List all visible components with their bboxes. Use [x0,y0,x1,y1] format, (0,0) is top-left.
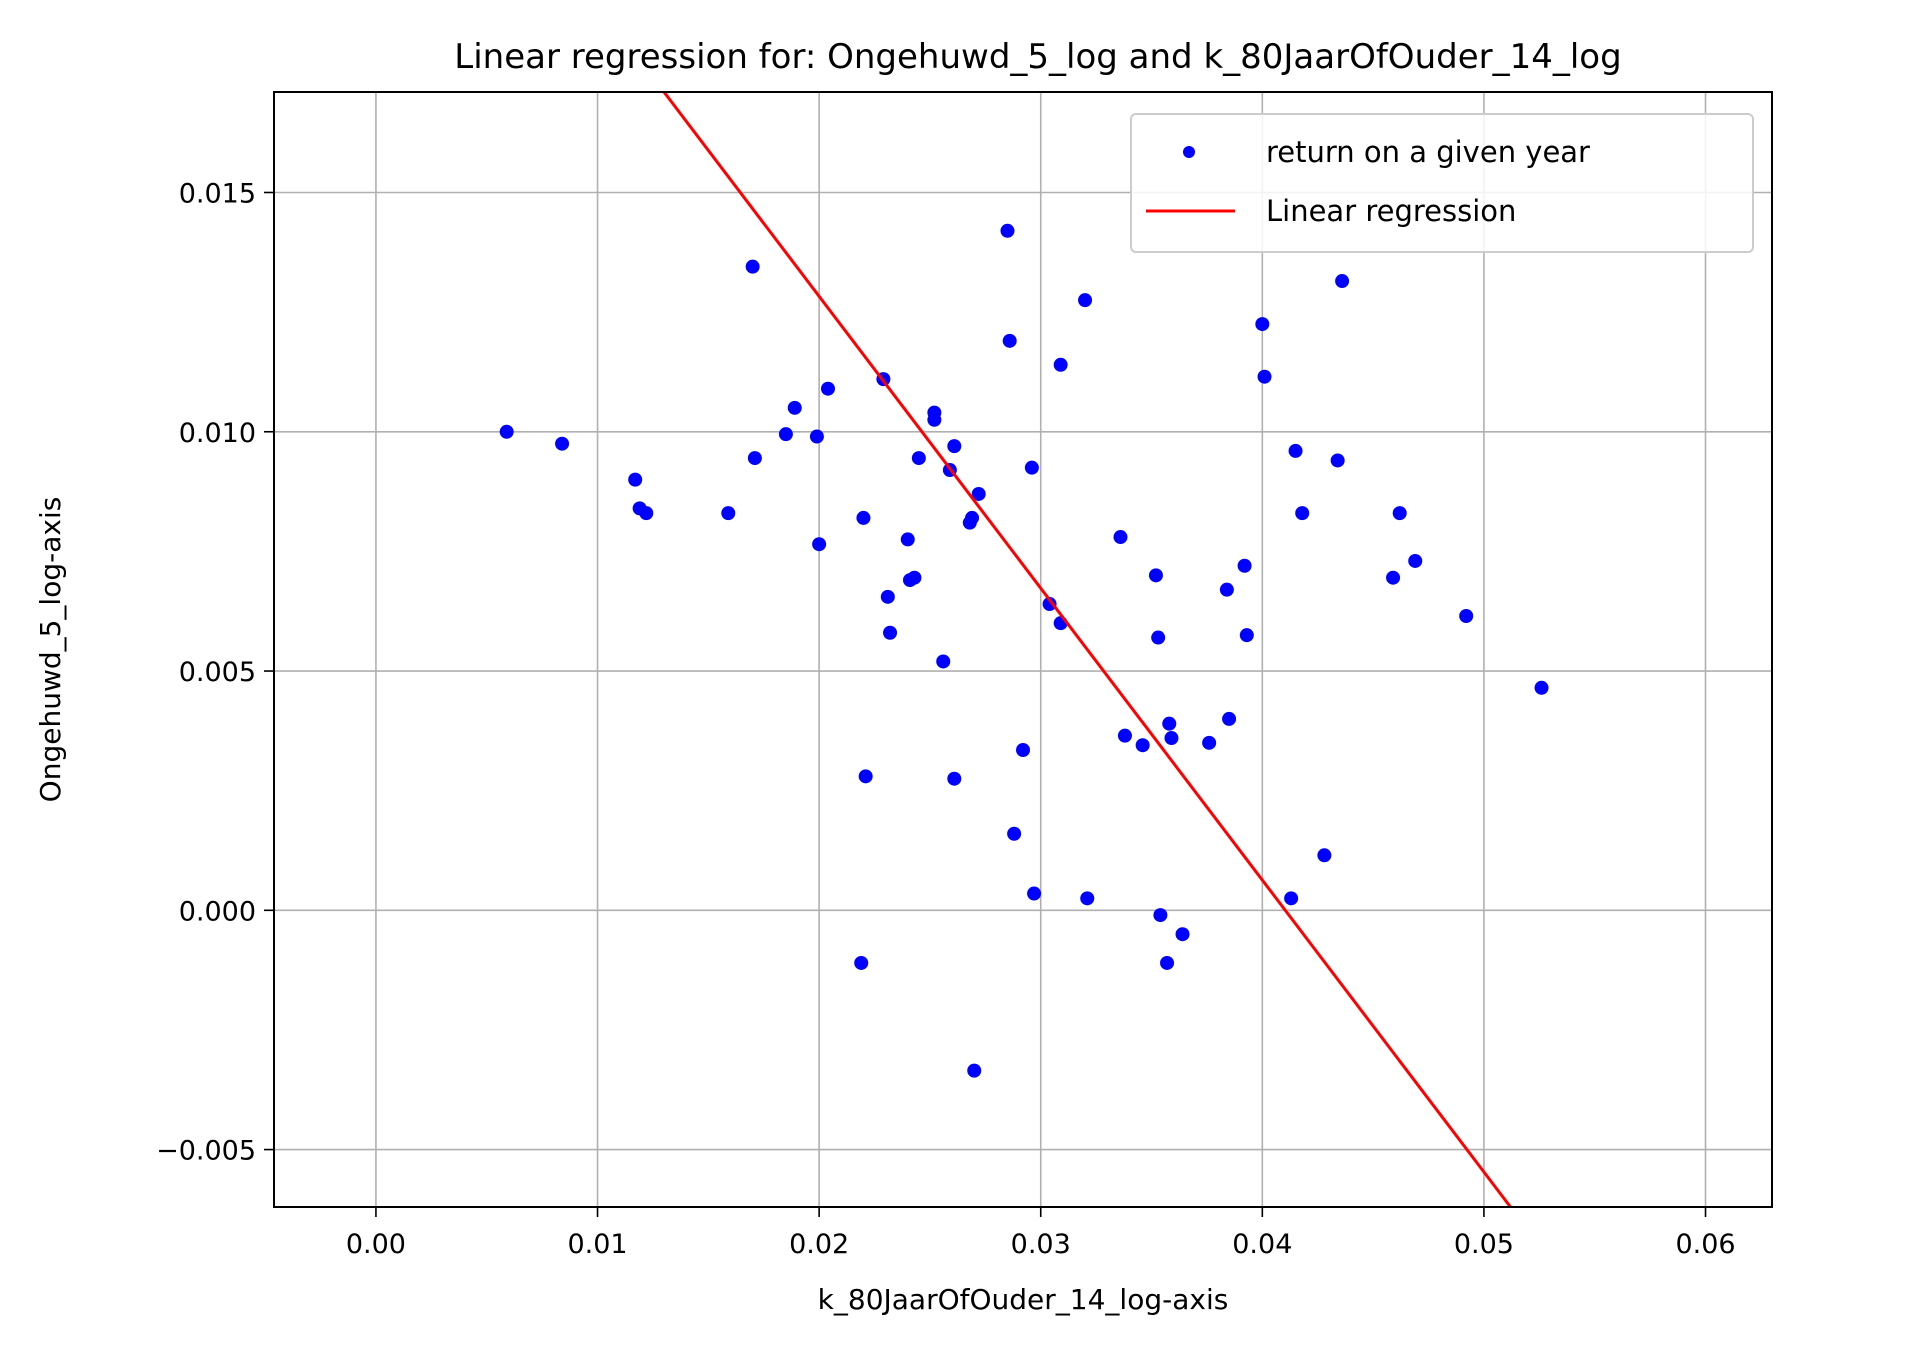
scatter-point [1042,597,1057,612]
scatter-point [965,510,980,525]
scatter-point [1002,333,1017,348]
scatter-point [1237,558,1252,573]
scatter-point [947,439,962,454]
scatter-point [967,1063,982,1078]
y-axis-label: Ongehuwd_5_log-axis [34,497,67,803]
y-tick-label: 0.005 [179,657,256,688]
scatter-point [854,955,869,970]
scatter-point [936,654,951,669]
scatter-point [1219,582,1234,597]
y-axis-ticks: −0.005 0.000 0.005 0.010 0.015 [156,178,274,1167]
axes-frame [273,91,1773,1208]
scatter-point [820,381,835,396]
plot-area [499,92,1549,1207]
y-tick-label: −0.005 [156,1136,256,1167]
x-axis-label: k_80JaarOfOuder_14_log-axis [818,1283,1229,1316]
scatter-point [1335,274,1350,289]
scatter-point [1164,731,1179,746]
scatter-point [900,532,915,547]
scatter-point [1408,553,1423,568]
scatter-point [1151,630,1166,645]
scatter-point [1317,848,1332,863]
x-tick-label: 0.06 [1675,1229,1735,1260]
scatter-point [1239,628,1254,643]
scatter-point [947,771,962,786]
x-axis-ticks: 0.00 0.01 0.02 0.03 0.04 0.05 0.06 [346,1207,1736,1260]
scatter-point [1113,530,1128,545]
scatter-point [778,427,793,442]
scatter-point [1162,716,1177,731]
scatter-point [880,589,895,604]
y-tick-label: 0.010 [179,418,256,449]
scatter-point [812,537,827,552]
scatter-point [747,451,762,466]
legend-label-scatter: return on a given year [1266,135,1590,169]
scatter-point [1135,738,1150,753]
scatter-point [1027,886,1042,901]
scatter-point [787,400,802,415]
scatter-point [858,769,873,784]
scatter-point [1202,735,1217,750]
scatter-point [1284,891,1299,906]
y-tick-label: 0.000 [179,896,256,927]
scatter-point [555,436,570,451]
scatter-point [883,625,898,640]
scatter-point [1160,955,1175,970]
legend-box [1130,113,1754,253]
scatter-point [1080,891,1095,906]
legend-label-regression: Linear regression [1266,194,1516,228]
scatter-point [1117,728,1132,743]
scatter-point [1295,506,1310,521]
scatter-point [1392,506,1407,521]
grid-lines [274,92,1772,1207]
scatter-point [1257,369,1272,384]
scatter-point [1534,680,1549,695]
scatter-point [1175,927,1190,942]
scatter-point [639,506,654,521]
scatter-point [1330,453,1345,468]
scatter-point [1078,293,1093,308]
scatter-point [628,472,643,487]
scatter-point [809,429,824,444]
legend-scatter-marker [1183,146,1195,158]
scatter-point [1016,742,1030,757]
scatter-point [1153,908,1168,923]
x-tick-label: 0.05 [1454,1229,1514,1260]
scatter-point [1007,826,1022,841]
scatter-point [1000,223,1015,238]
scatter-point [1288,443,1303,458]
chart-title: Linear regression for: Ongehuwd_5_log an… [454,37,1621,77]
x-tick-label: 0.03 [1011,1229,1071,1260]
scatter-point [1024,460,1039,475]
x-tick-label: 0.01 [567,1229,627,1260]
scatter-point [1386,570,1401,585]
scatter-point [721,506,736,521]
x-tick-label: 0.00 [346,1229,406,1260]
scatter-point [745,259,760,274]
scatter-point [1459,609,1474,624]
scatter-point [856,510,871,525]
scatter-point [1222,711,1237,726]
y-tick-label: 0.015 [179,178,256,209]
scatter-point [907,570,922,585]
scatter-point [971,486,986,501]
scatter-point [927,412,942,427]
legend: return on a given year Linear regression [1130,113,1754,253]
x-tick-label: 0.02 [789,1229,849,1260]
regression-line [662,92,1512,1207]
scatter-point [1148,568,1163,583]
scatter-point [499,424,514,439]
scatter-point [1053,357,1068,372]
scatter-point [911,451,926,466]
x-tick-label: 0.04 [1232,1229,1292,1260]
scatter-point [1255,317,1270,332]
